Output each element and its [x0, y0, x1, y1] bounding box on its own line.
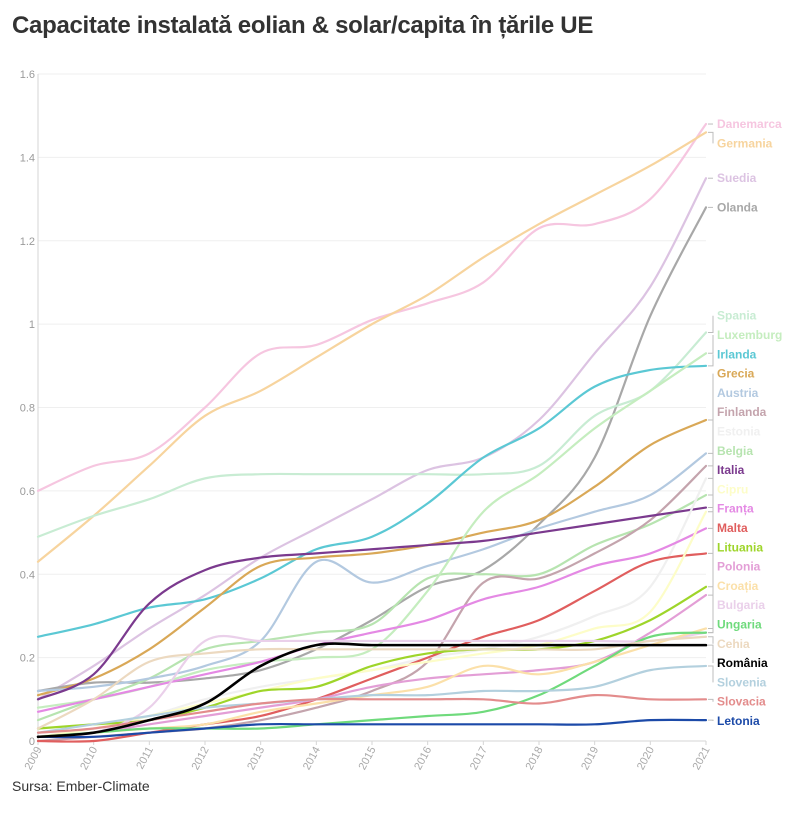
label-connector-irlanda [708, 354, 714, 367]
y-tick-label: 0.2 [20, 653, 35, 665]
series-lines [36, 122, 708, 743]
series-line-slovenia [36, 664, 708, 734]
y-tick-label: 0.6 [20, 486, 35, 498]
series-line-italia [36, 506, 708, 701]
series-label-lituania: Lituania [717, 540, 763, 554]
x-tick-label: 2018 [524, 745, 546, 772]
series-label-danemarca: Danemarca [717, 117, 782, 131]
label-connector-slovacia [708, 698, 714, 702]
y-tick-label: 1.6 [20, 69, 35, 81]
label-connector-croatia [708, 585, 714, 629]
series-line-cehia [36, 635, 708, 730]
series-line-ungaria [36, 631, 708, 738]
series-label-spania: Spania [717, 309, 757, 323]
series-label-croatia: Croația [717, 579, 759, 593]
series-label-franta: Franța [717, 502, 754, 516]
series-label-finlanda: Finlanda [717, 405, 767, 419]
series-line-grecia [36, 418, 708, 697]
series-label-olanda: Olanda [717, 200, 758, 214]
series-label-irlanda: Irlanda [717, 347, 757, 361]
series-label-bulgaria: Bulgaria [717, 598, 765, 612]
chart-title: Capacitate instalată eolian & solar/capi… [12, 12, 594, 39]
label-connector-ungaria [708, 624, 714, 634]
series-label-ungaria: Ungaria [717, 618, 762, 632]
series-line-luxemburg [36, 352, 708, 709]
series-line-spania [36, 331, 708, 538]
y-tick-label: 1.2 [20, 236, 35, 248]
series-label-cipru: Cipru [717, 482, 748, 496]
label-connector-malta [708, 528, 714, 554]
series-line-romania [36, 642, 708, 739]
x-tick-label: 2011 [134, 745, 156, 772]
label-connector-germania [708, 131, 714, 144]
x-tick-label: 2020 [635, 745, 657, 772]
x-tick-label: 2017 [468, 745, 490, 772]
y-tick-label: 1 [29, 319, 35, 331]
series-line-franta [36, 527, 708, 713]
series-line-germania [36, 131, 708, 563]
label-connector-cehia [708, 636, 714, 644]
series-label-cehia: Cehia [717, 637, 750, 651]
series-label-belgia: Belgia [717, 444, 753, 458]
label-connector-letonia [708, 719, 714, 721]
series-line-danemarca [36, 122, 708, 492]
x-tick-label: 2014 [301, 745, 323, 772]
series-line-suedia [36, 177, 708, 701]
x-tick-label: 2010 [78, 745, 100, 772]
x-tick-label: 2019 [579, 745, 601, 772]
series-label-slovacia: Slovacia [717, 695, 766, 709]
x-tick-label: 2016 [412, 745, 434, 772]
series-line-estonia [36, 477, 708, 738]
series-line-austria [36, 452, 708, 693]
series-line-irlanda [36, 364, 708, 638]
axes: 0 0.2 0.4 0.6 0.8 1 1.2 1.4 1.6 2009 2010 2011 2012 2… [20, 69, 713, 772]
y-tick-label: 1.4 [20, 152, 35, 164]
series-label-austria: Austria [717, 386, 759, 400]
series-line-olanda [36, 206, 708, 693]
x-tick-label: 2013 [245, 745, 267, 772]
x-tick-label: 2015 [357, 745, 379, 772]
series-label-estonia: Estonia [717, 425, 761, 439]
series-label-luxemburg: Luxemburg [717, 328, 782, 342]
series-line-letonia [36, 718, 708, 739]
label-connector-romania [708, 644, 714, 664]
source-note: Sursa: Ember-Climate [12, 778, 150, 794]
y-tick-label: 0.8 [20, 403, 35, 415]
label-connector-italia [708, 470, 714, 509]
series-labels: Danemarca Germania Suedia Olanda Spania Luxem… [708, 117, 782, 728]
series-label-letonia: Letonia [717, 714, 760, 728]
series-label-slovenia: Slovenia [717, 675, 767, 689]
series-label-germania: Germania [717, 136, 773, 150]
label-connector-belgia [708, 450, 714, 496]
label-connector-cipru [708, 489, 714, 513]
series-line-bulgaria [36, 631, 708, 738]
series-label-grecia: Grecia [717, 367, 755, 381]
label-connector-luxemburg [708, 335, 714, 354]
series-label-romania: România [717, 656, 768, 670]
series-label-malta: Malta [717, 521, 748, 535]
label-connector-spania [708, 315, 714, 333]
series-label-polonia: Polonia [717, 560, 761, 574]
y-tick-label: 0 [29, 736, 35, 748]
series-label-italia: Italia [717, 463, 745, 477]
label-connector-slovenia [708, 665, 714, 683]
y-tick-label: 0.4 [20, 569, 35, 581]
label-connector-grecia [708, 373, 714, 421]
label-connector-austria [708, 392, 714, 454]
x-tick-label: 2021 [691, 745, 713, 772]
label-connector-estonia [708, 431, 714, 479]
x-tick-label: 2009 [23, 745, 45, 772]
series-label-suedia: Suedia [717, 171, 757, 185]
x-tick-label: 2012 [190, 745, 212, 772]
label-connector-polonia [708, 566, 714, 596]
